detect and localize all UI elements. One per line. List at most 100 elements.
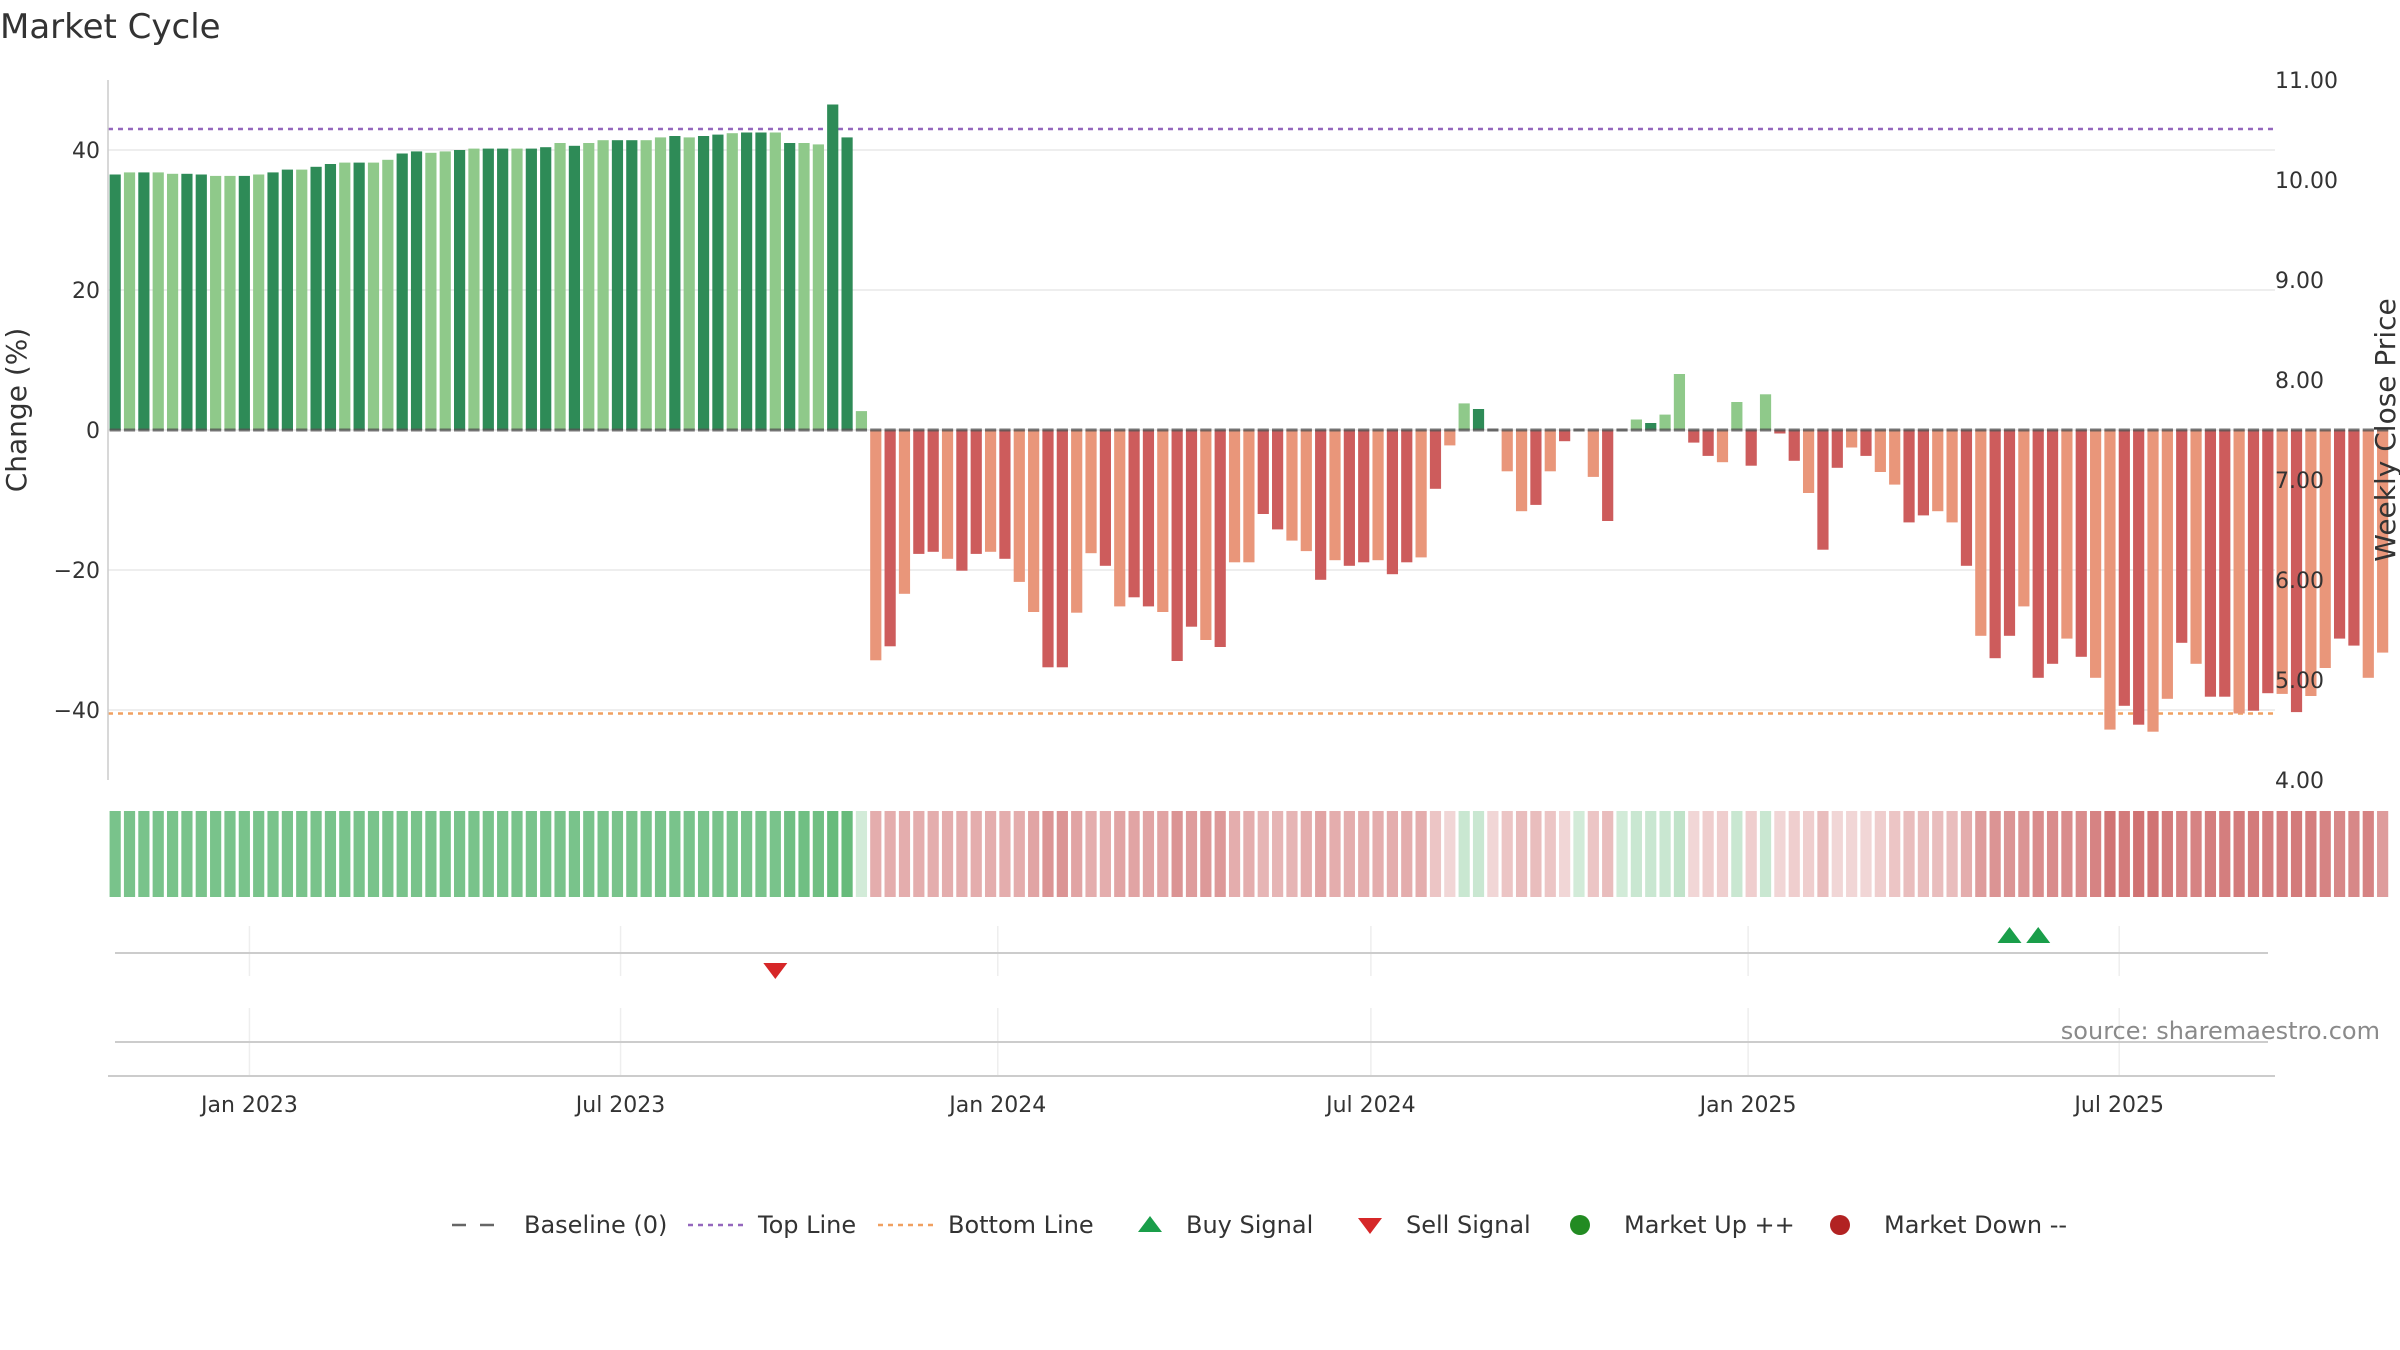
- change-bar: [410, 151, 423, 430]
- strength-cell: [2133, 811, 2145, 897]
- change-bar: [468, 148, 480, 430]
- strength-cell: [382, 811, 394, 897]
- baseline-mark: [1903, 428, 1915, 432]
- baseline-mark: [2362, 428, 2374, 432]
- change-bar: [1946, 430, 1958, 523]
- y-tick-label: −40: [54, 699, 100, 724]
- strength-cell: [970, 811, 982, 897]
- change-bar: [1774, 430, 1786, 434]
- change-bar: [1602, 430, 1614, 521]
- y2-tick-label: 4.00: [2275, 769, 2324, 794]
- strength-cell: [267, 811, 279, 897]
- strength-cell: [238, 811, 250, 897]
- market-strength-strip: [109, 811, 2389, 897]
- legend-item: Market Up ++: [1570, 1211, 1795, 1239]
- baseline-mark: [970, 428, 982, 432]
- strength-cell: [2262, 811, 2274, 897]
- change-bar: [310, 166, 322, 431]
- strength-cell: [353, 811, 365, 897]
- baseline-mark: [1745, 428, 1757, 432]
- strength-cell: [324, 811, 337, 897]
- strength-cell: [1659, 811, 1671, 897]
- change-bar: [1013, 430, 1025, 582]
- strength-cell: [2233, 811, 2245, 897]
- change-bar: [2090, 430, 2102, 678]
- y2-axis-label: Weekly Close Price: [2369, 298, 2400, 561]
- strength-cell: [2333, 811, 2346, 897]
- change-bar: [626, 140, 638, 430]
- change-bar: [1932, 430, 1944, 512]
- change-bar: [956, 430, 968, 571]
- strength-cell: [827, 811, 839, 897]
- strength-cell: [1358, 811, 1370, 897]
- change-bar: [109, 174, 121, 430]
- strength-cell: [999, 811, 1011, 897]
- baseline-mark: [1759, 428, 1772, 432]
- change-bar: [1042, 430, 1054, 668]
- change-bar: [1085, 430, 1097, 554]
- baseline-mark: [2147, 428, 2159, 432]
- strength-cell: [1846, 811, 1858, 897]
- strength-cell: [1171, 811, 1183, 897]
- baseline-mark: [1846, 428, 1858, 432]
- change-bar: [1142, 430, 1155, 607]
- baseline-mark: [195, 428, 207, 432]
- strength-cell: [310, 811, 322, 897]
- strength-cell: [497, 811, 509, 897]
- baseline-mark: [1472, 428, 1485, 432]
- baseline-mark: [497, 428, 509, 432]
- change-bar: [984, 430, 997, 552]
- strength-cell: [2247, 811, 2260, 897]
- baseline-mark: [1415, 428, 1427, 432]
- change-bar: [1559, 430, 1571, 442]
- strength-cell: [1415, 811, 1427, 897]
- baseline-mark: [152, 428, 164, 432]
- baseline-mark: [410, 428, 423, 432]
- strength-cell: [855, 811, 868, 897]
- y-tick-label: 20: [72, 279, 100, 304]
- y-axis-label: Change (%): [0, 328, 33, 493]
- change-bar: [238, 175, 250, 430]
- strength-cell: [654, 811, 667, 897]
- change-bar: [726, 133, 738, 430]
- strength-cell: [1917, 811, 1929, 897]
- baseline-mark: [525, 428, 537, 432]
- strength-cell: [626, 811, 638, 897]
- baseline-mark: [439, 428, 451, 432]
- strength-cell: [2290, 811, 2303, 897]
- change-bar: [827, 104, 839, 430]
- strength-cell: [2204, 811, 2217, 897]
- baseline-mark: [1889, 428, 1901, 432]
- change-bar: [554, 143, 566, 430]
- strength-cell: [1444, 811, 1456, 897]
- baseline-mark: [367, 428, 380, 432]
- change-bar: [913, 430, 925, 554]
- change-bar: [712, 134, 724, 430]
- legend-item: Market Down --: [1830, 1211, 2067, 1239]
- change-bar: [253, 174, 265, 430]
- sell-signal-marker: [763, 963, 788, 979]
- baseline-mark: [482, 428, 494, 432]
- change-bar: [525, 148, 537, 430]
- strength-cell: [123, 811, 136, 897]
- strength-cell: [1472, 811, 1485, 897]
- strength-cell: [2377, 811, 2389, 897]
- baseline-mark: [1559, 428, 1571, 432]
- strength-cell: [1071, 811, 1083, 897]
- strength-cell: [1673, 811, 1686, 897]
- y2-tick-label: 11.00: [2275, 69, 2338, 94]
- change-bar: [324, 164, 337, 430]
- strength-cell: [1932, 811, 1944, 897]
- baseline-mark: [425, 428, 437, 432]
- change-bar: [1329, 430, 1341, 561]
- baseline-mark: [2204, 428, 2217, 432]
- baseline-mark: [984, 428, 997, 432]
- strength-cell: [253, 811, 265, 897]
- baseline-mark: [755, 428, 767, 432]
- baseline-mark: [1028, 428, 1040, 432]
- change-bar: [2075, 430, 2087, 657]
- change-bar: [1688, 430, 1700, 443]
- change-bar: [2176, 430, 2188, 643]
- baseline-mark: [2118, 428, 2130, 432]
- change-bar: [339, 162, 351, 430]
